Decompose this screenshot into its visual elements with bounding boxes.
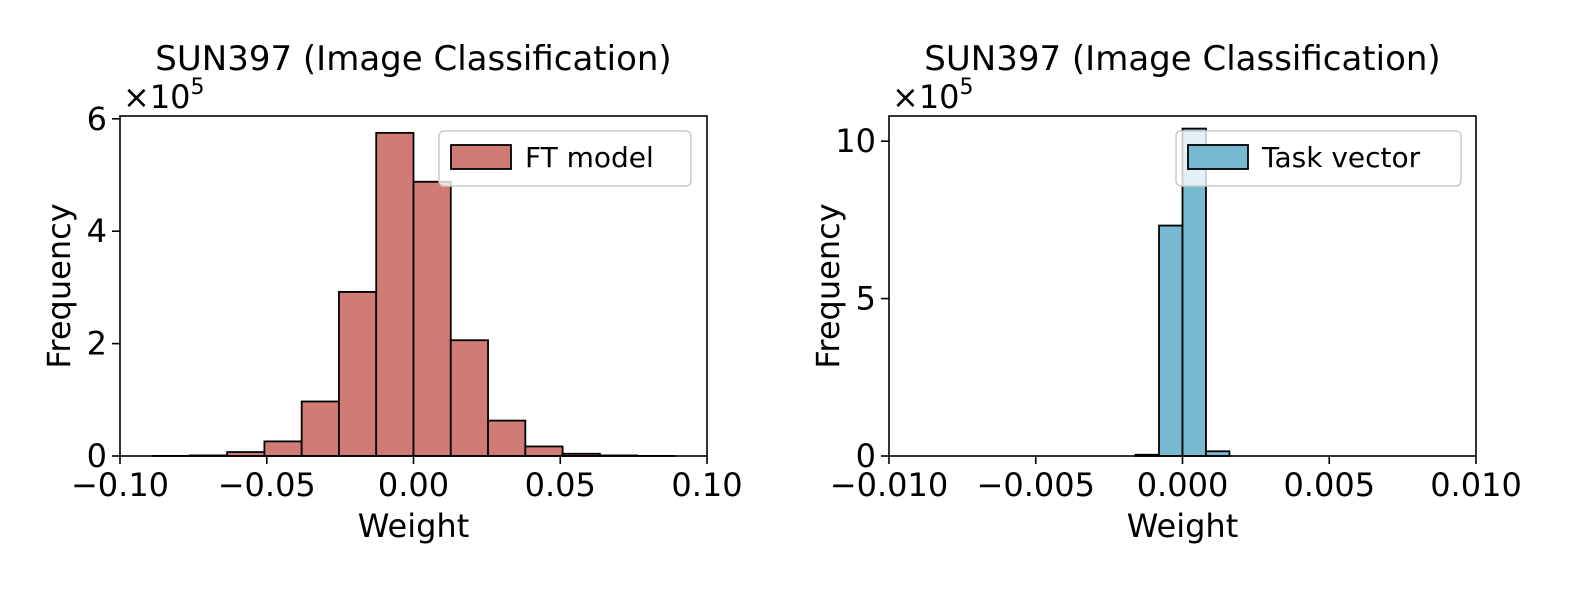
x-tick-label: 0.00 <box>378 466 449 504</box>
axis-offset-exponent: 5 <box>960 75 974 100</box>
y-tick-label: 2 <box>87 325 107 363</box>
y-axis-label: Frequency <box>809 203 847 368</box>
x-axis-label: Weight <box>1127 507 1238 545</box>
x-tick-label: 0.10 <box>671 466 742 504</box>
y-tick-label: 4 <box>87 212 107 250</box>
axis-offset-exponent: 5 <box>191 75 205 100</box>
chart-title: SUN397 (Image Classification) <box>924 39 1440 79</box>
y-axis-label: Frequency <box>40 203 78 368</box>
histogram-bar <box>1158 224 1184 457</box>
x-tick-label: −0.010 <box>830 466 948 504</box>
legend: Task vector <box>1175 130 1462 187</box>
y-tick-label: 0 <box>856 437 876 475</box>
histogram-bar <box>449 339 489 457</box>
histogram-bar <box>487 419 527 457</box>
y-tick-label: 10 <box>835 122 876 160</box>
histogram-bar <box>263 440 303 457</box>
x-axis-label: Weight <box>358 507 469 545</box>
axis-offset-text: ×105 <box>892 75 974 116</box>
x-tick-label: −0.005 <box>977 466 1095 504</box>
legend-label: FT model <box>525 141 654 174</box>
y-tick-label: 6 <box>87 100 107 138</box>
x-tick-label: 0.010 <box>1430 466 1522 504</box>
legend-swatch <box>450 144 512 170</box>
histogram-bars <box>151 131 676 457</box>
chart-panel-1: −0.10 −0.05 0.00 0.05 0.10 0 2 4 6 SUN397 (Image … <box>40 39 743 545</box>
chart-panel-2: −0.010 −0.005 0.000 0.005 0.010 0 5 10 SUN397 (I… <box>809 39 1522 545</box>
y-tick-label: 0 <box>87 437 107 475</box>
x-tick-label: −0.10 <box>71 466 169 504</box>
histogram-bar <box>375 131 415 457</box>
axis-offset-text: ×105 <box>123 75 205 116</box>
x-tick-label: 0.005 <box>1283 466 1375 504</box>
histogram-bar <box>524 445 564 457</box>
histogram-bars <box>1134 127 1231 457</box>
x-tick-label: 0.000 <box>1137 466 1229 504</box>
legend: FT model <box>438 130 692 187</box>
legend-swatch <box>1187 144 1249 170</box>
x-tick-label: −0.05 <box>218 466 316 504</box>
histogram-bar <box>338 291 378 457</box>
x-tick-label: 0.05 <box>525 466 596 504</box>
chart-title: SUN397 (Image Classification) <box>155 39 671 79</box>
histogram-bar <box>412 180 452 457</box>
y-tick-label: 5 <box>856 280 876 318</box>
histogram-bar <box>300 400 340 457</box>
legend-label: Task vector <box>1261 141 1421 174</box>
